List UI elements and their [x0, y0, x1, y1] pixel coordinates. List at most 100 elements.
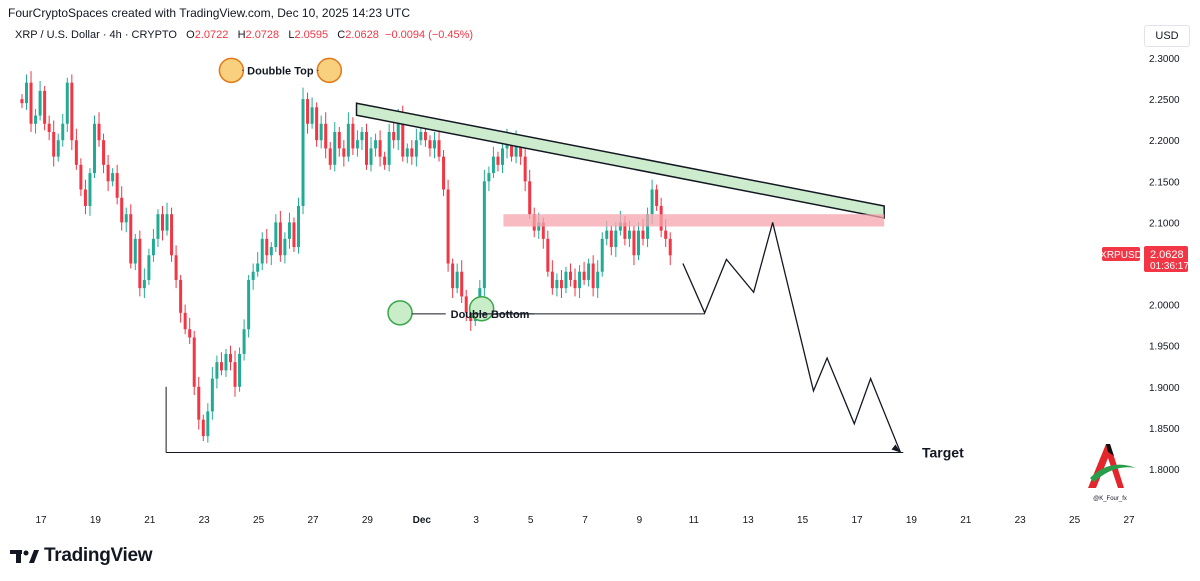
candle-body — [324, 123, 328, 149]
candle-body — [79, 164, 83, 190]
candle-body — [564, 271, 568, 289]
x-tick-label: 25 — [253, 515, 265, 526]
candle-body — [102, 140, 106, 165]
close-label: C — [337, 29, 346, 41]
candle-body — [550, 271, 554, 289]
candle-body — [265, 238, 269, 256]
candle-body — [165, 214, 169, 231]
candle-body — [97, 123, 101, 141]
candle-body — [301, 99, 305, 206]
currency-button[interactable]: USD — [1144, 25, 1190, 47]
price-tag-value: 2.0628 — [1150, 249, 1184, 261]
pattern-marker — [468, 295, 495, 322]
candle-body — [614, 230, 618, 248]
resistance-zone — [503, 214, 885, 227]
candle-body — [519, 140, 523, 157]
time-axis[interactable]: 17 19 21 23 25 27 29 Dec 3 5 7 9 11 13 15 17 19 21 23 25 27 — [35, 515, 1135, 526]
x-tick-label: 19 — [906, 515, 918, 526]
x-tick-label: 17 — [35, 515, 47, 526]
candle-body — [514, 140, 518, 157]
candle-body — [392, 131, 396, 141]
candle-body — [605, 230, 609, 239]
candle-body — [147, 255, 151, 280]
candle-body — [419, 131, 423, 141]
candle-body — [591, 263, 595, 289]
logo-swoosh-shape — [1090, 464, 1136, 482]
candle-body — [500, 148, 504, 165]
high-value: 2.0728 — [245, 29, 280, 41]
y-tick-label: 2.2500 — [1149, 95, 1180, 106]
candle-body — [120, 197, 124, 223]
candle-body — [61, 123, 65, 141]
logo-handle: @K_Four_fx — [1093, 496, 1127, 502]
candle-body — [278, 222, 282, 256]
x-tick-label: 21 — [960, 515, 972, 526]
candle-body — [38, 90, 42, 116]
y-tick-label: 2.2000 — [1149, 136, 1180, 147]
candle-body — [160, 214, 164, 231]
brand-footer[interactable]: TradingView — [10, 545, 153, 567]
candle-body — [111, 173, 115, 182]
candle-body — [641, 230, 645, 239]
candle-body — [396, 115, 400, 141]
candle-body — [364, 131, 368, 165]
candle-body — [328, 148, 332, 165]
candle-body — [428, 140, 432, 149]
candle-body — [215, 362, 219, 379]
open-label: O — [186, 29, 195, 41]
candle-body — [170, 214, 174, 256]
candle-body — [92, 123, 96, 174]
candle-body — [129, 214, 133, 264]
change-value: −0.0094 (−0.45%) — [385, 29, 474, 41]
candle-body — [482, 181, 486, 289]
candle-body — [582, 271, 586, 280]
candle-body — [192, 337, 196, 387]
candle-body — [287, 222, 291, 239]
author-logo: @K_Four_fx — [1088, 444, 1136, 502]
candle-body — [274, 222, 278, 248]
candle-body — [342, 148, 346, 157]
price-tag-symbol-bg — [1102, 247, 1140, 261]
y-tick-label: 2.1500 — [1149, 177, 1180, 188]
candle-body — [623, 222, 627, 239]
candle-body — [201, 419, 205, 437]
candle-body — [319, 123, 323, 141]
candle-body — [70, 82, 74, 141]
candle-body — [133, 238, 137, 264]
candle-body — [609, 230, 613, 248]
x-tick-label: 23 — [1015, 515, 1027, 526]
candle-body — [374, 140, 378, 149]
x-tick-label: 15 — [797, 515, 809, 526]
y-tick-label: 2.1000 — [1149, 218, 1180, 229]
candle-body — [464, 296, 468, 313]
candle-body — [573, 279, 577, 289]
brand-name: TradingView — [44, 545, 153, 566]
candle-body — [655, 189, 659, 206]
candle-body — [627, 230, 631, 239]
candle-body — [24, 82, 28, 104]
y-tick-label: 1.8500 — [1149, 424, 1180, 435]
candle-body — [306, 99, 310, 124]
candle-body — [432, 140, 436, 149]
candle-body — [369, 148, 373, 165]
candle-body — [65, 82, 69, 124]
candles-layer — [20, 71, 672, 443]
projection-arrowhead — [891, 444, 901, 453]
candle-body — [360, 131, 364, 141]
candle-body — [510, 140, 514, 157]
tradingview-logo-icon — [10, 549, 39, 563]
candle-body — [333, 131, 337, 165]
candle-body — [292, 222, 296, 248]
candle-body — [636, 230, 640, 256]
x-tick-label: 27 — [1123, 515, 1135, 526]
candle-body — [238, 353, 242, 387]
candle-body — [668, 238, 672, 256]
candle-body — [210, 378, 214, 412]
x-tick-label: Dec — [413, 515, 432, 526]
candle-body — [555, 279, 559, 289]
candle-body — [315, 107, 319, 141]
candle-body — [296, 205, 300, 248]
y-tick-label: 1.9500 — [1149, 342, 1180, 353]
target-label: Target — [922, 445, 964, 461]
